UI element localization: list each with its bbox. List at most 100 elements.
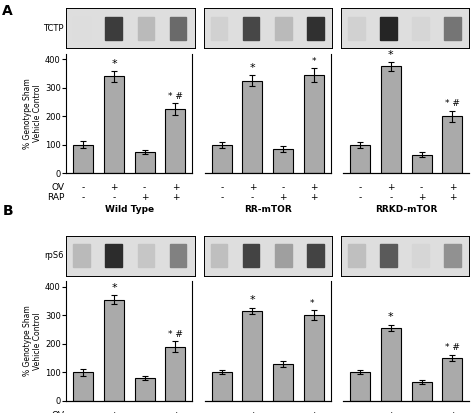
Text: *: * xyxy=(111,59,117,69)
Bar xyxy=(380,244,397,267)
Text: -: - xyxy=(220,193,223,202)
Text: -: - xyxy=(112,193,116,202)
Bar xyxy=(304,315,324,401)
Bar xyxy=(137,17,154,40)
Bar xyxy=(350,145,370,173)
Bar xyxy=(412,244,429,267)
Bar xyxy=(381,66,401,173)
Text: *: * xyxy=(388,50,394,60)
Bar xyxy=(73,145,93,173)
Bar xyxy=(243,17,259,40)
Bar xyxy=(135,152,155,173)
Bar xyxy=(170,17,186,40)
Text: RR-mTOR: RR-mTOR xyxy=(244,205,292,214)
Text: +: + xyxy=(310,411,318,413)
Bar xyxy=(212,372,232,401)
Text: *: * xyxy=(388,312,394,323)
Bar xyxy=(165,109,185,173)
Bar xyxy=(348,244,365,267)
Bar xyxy=(381,328,401,401)
Text: -: - xyxy=(82,193,85,202)
Text: -: - xyxy=(220,183,223,192)
Text: * #: * # xyxy=(445,99,460,108)
Bar xyxy=(380,17,397,40)
Y-axis label: % Genotype Sham
Vehicle Control: % Genotype Sham Vehicle Control xyxy=(23,78,42,149)
Bar xyxy=(444,244,461,267)
Bar xyxy=(165,347,185,401)
Bar xyxy=(307,244,324,267)
Y-axis label: TCTP: TCTP xyxy=(43,24,64,33)
Text: -: - xyxy=(359,193,362,202)
Text: +: + xyxy=(448,411,456,413)
Bar xyxy=(243,81,263,173)
Text: +: + xyxy=(418,193,425,202)
Y-axis label: % Genotype Sham
Vehicle Control: % Genotype Sham Vehicle Control xyxy=(23,306,42,376)
Bar xyxy=(137,244,154,267)
Text: +: + xyxy=(249,183,256,192)
Text: +: + xyxy=(172,411,179,413)
Text: +: + xyxy=(279,193,287,202)
Text: +: + xyxy=(110,183,118,192)
Bar xyxy=(106,244,122,267)
Bar xyxy=(273,149,293,173)
Text: +: + xyxy=(249,411,256,413)
Text: * #: * # xyxy=(168,330,183,339)
Text: -: - xyxy=(359,183,362,192)
Bar xyxy=(442,116,462,173)
Bar xyxy=(104,300,124,401)
Text: RAP: RAP xyxy=(47,193,64,202)
Text: +: + xyxy=(310,193,318,202)
Text: *: * xyxy=(311,57,316,66)
Text: +: + xyxy=(110,411,118,413)
Bar xyxy=(104,76,124,173)
Text: OV: OV xyxy=(51,183,64,192)
Text: *: * xyxy=(250,295,255,305)
Bar xyxy=(350,372,370,401)
Text: -: - xyxy=(420,411,423,413)
Bar xyxy=(304,75,324,173)
Text: -: - xyxy=(359,411,362,413)
Bar xyxy=(135,378,155,401)
Bar xyxy=(212,145,232,173)
Text: OV: OV xyxy=(51,411,64,413)
Text: +: + xyxy=(448,193,456,202)
Text: A: A xyxy=(2,4,13,18)
Text: -: - xyxy=(143,411,146,413)
Bar xyxy=(273,364,293,401)
Text: *: * xyxy=(310,299,318,308)
Text: B: B xyxy=(2,204,13,218)
Text: * #: * # xyxy=(168,92,183,101)
Text: -: - xyxy=(143,183,146,192)
Text: +: + xyxy=(141,193,148,202)
Text: * #: * # xyxy=(445,343,460,352)
Bar xyxy=(275,244,292,267)
Bar xyxy=(243,311,263,401)
Bar xyxy=(412,17,429,40)
Bar xyxy=(444,17,461,40)
Bar xyxy=(211,17,228,40)
Bar xyxy=(170,244,186,267)
Text: +: + xyxy=(172,193,179,202)
Text: -: - xyxy=(82,411,85,413)
Bar xyxy=(73,244,90,267)
Text: -: - xyxy=(82,183,85,192)
Bar xyxy=(307,17,324,40)
Text: *: * xyxy=(111,283,117,293)
Bar xyxy=(73,17,90,40)
Bar xyxy=(211,244,228,267)
Text: RRKD-mTOR: RRKD-mTOR xyxy=(375,205,438,214)
Text: +: + xyxy=(387,183,395,192)
Text: Wild Type: Wild Type xyxy=(105,205,154,214)
Text: -: - xyxy=(420,183,423,192)
Bar xyxy=(243,244,259,267)
Text: +: + xyxy=(387,411,395,413)
Bar xyxy=(106,17,122,40)
Bar xyxy=(442,358,462,401)
Text: -: - xyxy=(282,183,285,192)
Bar xyxy=(412,154,432,173)
Y-axis label: rpS6: rpS6 xyxy=(44,251,64,260)
Bar xyxy=(412,382,432,401)
Text: +: + xyxy=(448,183,456,192)
Text: *: * xyxy=(250,63,255,73)
Bar xyxy=(73,372,93,401)
